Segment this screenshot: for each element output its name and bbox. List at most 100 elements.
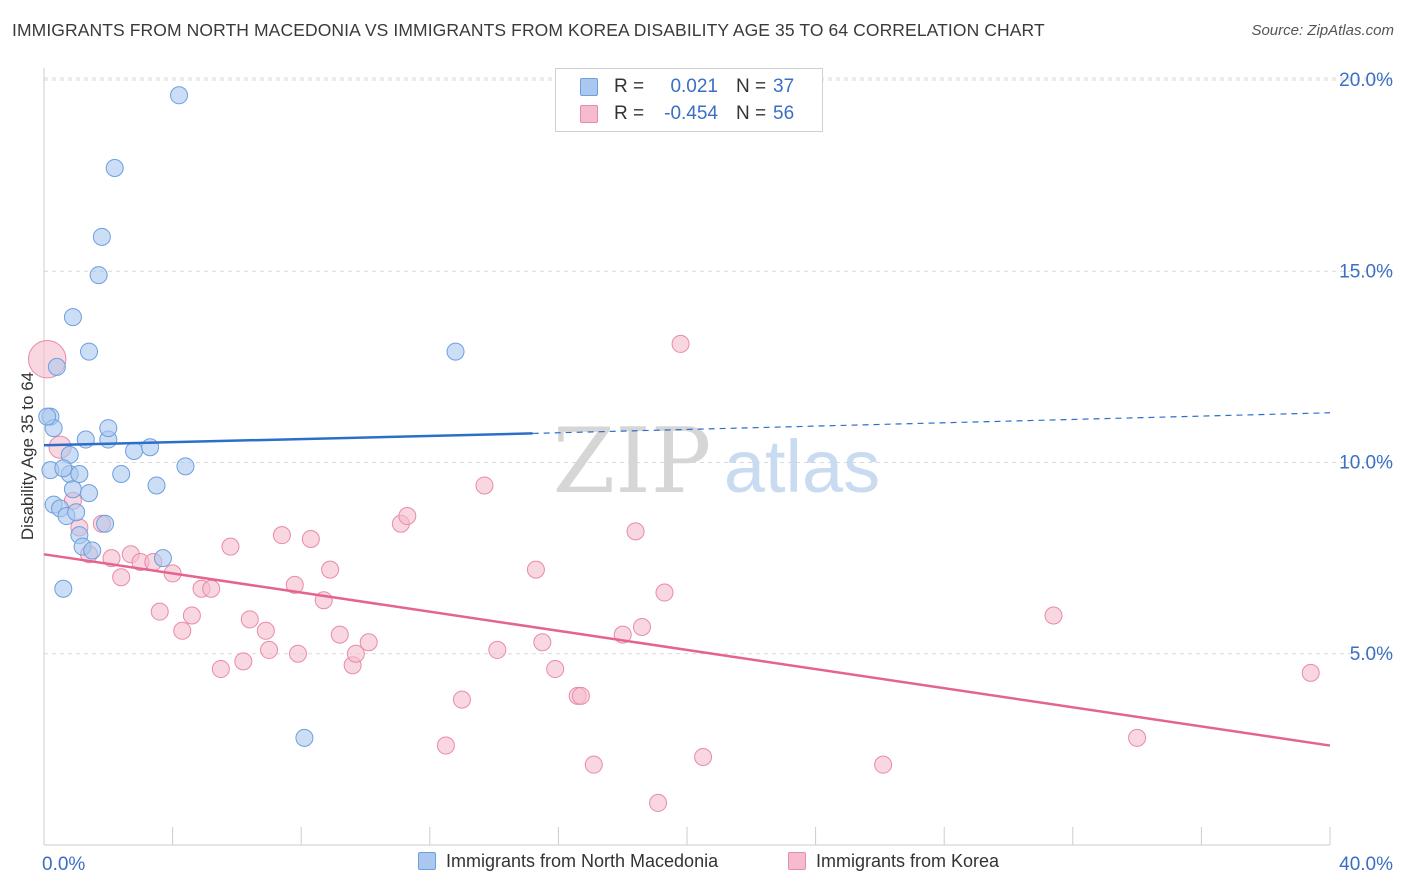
data-point-north-macedonia xyxy=(92,227,111,246)
data-point-korea xyxy=(346,644,365,663)
data-point-north-macedonia xyxy=(147,476,166,495)
data-point-north-macedonia xyxy=(80,484,99,503)
data-point-korea xyxy=(626,522,645,541)
y-tick-label: 15.0% xyxy=(1339,261,1393,282)
data-point-north-macedonia xyxy=(170,86,189,105)
legend-swatch-pink xyxy=(580,105,598,123)
legend-label: Immigrants from Korea xyxy=(816,851,1000,871)
gridlines xyxy=(44,77,1392,655)
data-point-korea xyxy=(102,549,121,568)
legend-n-value: 37 xyxy=(773,76,795,97)
legend-row-korea: R = -0.454 N = 56 xyxy=(556,100,822,128)
data-point-korea xyxy=(452,690,471,709)
data-point-north-macedonia xyxy=(176,457,195,476)
data-point-korea xyxy=(671,334,690,353)
data-point-korea xyxy=(221,537,240,556)
data-point-korea xyxy=(1044,606,1063,625)
legend-n-label: N = xyxy=(736,103,767,124)
data-point-north-macedonia xyxy=(153,549,172,568)
data-point-korea xyxy=(330,625,349,644)
source-label: Source: ZipAtlas.com xyxy=(1251,22,1394,39)
data-point-north-macedonia xyxy=(80,342,99,361)
legend-n-value: 56 xyxy=(773,103,795,124)
data-point-north-macedonia xyxy=(112,464,131,483)
data-point-korea xyxy=(398,507,417,526)
data-point-korea xyxy=(211,660,230,679)
data-point-korea xyxy=(272,526,291,545)
data-point-north-macedonia xyxy=(54,459,73,478)
data-point-korea xyxy=(1128,728,1147,747)
data-point-north-macedonia xyxy=(47,357,66,376)
data-point-north-macedonia xyxy=(89,266,108,285)
data-point-korea xyxy=(526,560,545,579)
legend-r-value: 0.021 xyxy=(670,76,718,97)
data-point-korea xyxy=(285,575,304,594)
watermark-atlas: atlas xyxy=(724,425,880,508)
legend-n-label: N = xyxy=(736,76,767,97)
data-point-north-macedonia xyxy=(99,419,118,438)
legend-swatch-pink xyxy=(788,852,806,870)
trend-line-north-macedonia xyxy=(43,432,533,447)
data-point-korea xyxy=(488,640,507,659)
data-point-korea xyxy=(475,476,494,495)
trend-line-korea xyxy=(43,553,1331,747)
data-point-korea xyxy=(240,610,259,629)
legend-row-north-macedonia: R = 0.021 N = 37 xyxy=(556,73,822,101)
watermark-zip: ZIP xyxy=(553,409,712,514)
data-point-korea xyxy=(256,621,275,640)
series-north-macedonia-points xyxy=(38,86,465,747)
data-point-north-macedonia xyxy=(446,342,465,361)
data-point-korea xyxy=(202,579,221,598)
data-point-korea xyxy=(436,736,455,755)
trend-line-north-macedonia-dashed xyxy=(532,412,1331,435)
legend-r-label: R = xyxy=(614,103,645,124)
data-point-korea xyxy=(234,652,253,671)
data-point-korea xyxy=(649,793,668,812)
data-point-korea xyxy=(182,606,201,625)
data-point-north-macedonia xyxy=(54,579,73,598)
data-point-north-macedonia xyxy=(83,541,102,560)
series-korea-points xyxy=(28,334,1320,812)
legend-r-value: -0.454 xyxy=(664,103,718,124)
y-axis-label: Disability Age 35 to 64 xyxy=(18,371,37,541)
data-point-korea xyxy=(321,560,340,579)
data-point-north-macedonia xyxy=(70,464,89,483)
data-point-korea xyxy=(150,602,169,621)
chart-title: IMMIGRANTS FROM NORTH MACEDONIA VS IMMIG… xyxy=(12,20,1045,40)
legend-label: Immigrants from North Macedonia xyxy=(446,851,719,871)
data-point-korea xyxy=(301,530,320,548)
data-point-korea xyxy=(1301,663,1320,682)
legend-swatch-blue xyxy=(580,78,598,96)
data-point-north-macedonia xyxy=(105,158,124,177)
data-point-north-macedonia xyxy=(67,503,86,522)
data-point-korea xyxy=(546,660,565,679)
legend-r-label: R = xyxy=(614,76,645,97)
legend-item-korea: Immigrants from Korea xyxy=(788,851,999,872)
x-tick-label: 0.0% xyxy=(42,854,85,875)
data-point-north-macedonia xyxy=(125,442,144,461)
y-tick-label: 10.0% xyxy=(1339,453,1393,474)
data-point-korea xyxy=(288,644,307,663)
data-point-north-macedonia xyxy=(96,514,115,533)
data-point-korea xyxy=(112,568,131,587)
data-point-korea xyxy=(655,583,674,602)
data-point-korea xyxy=(571,686,590,705)
data-point-north-macedonia xyxy=(38,407,57,426)
data-point-korea xyxy=(533,633,552,652)
data-point-north-macedonia xyxy=(63,308,82,327)
data-point-korea xyxy=(694,748,713,767)
watermark: ZIP atlas xyxy=(553,409,880,514)
data-point-north-macedonia xyxy=(63,480,82,499)
tick-labels: 5.0% 10.0% 15.0% 20.0% 0.0% 40.0% xyxy=(42,70,1393,875)
legend-item-north-macedonia: Immigrants from North Macedonia xyxy=(418,851,718,872)
x-tick-label: 40.0% xyxy=(1339,854,1393,875)
data-point-north-macedonia xyxy=(141,438,160,457)
data-point-north-macedonia xyxy=(295,728,314,747)
data-point-korea xyxy=(359,633,378,652)
y-tick-label: 5.0% xyxy=(1350,644,1393,665)
stats-legend: R = 0.021 N = 37 R = -0.454 N = 56 xyxy=(555,68,823,132)
data-point-korea xyxy=(632,617,651,636)
trend-lines xyxy=(43,412,1331,747)
data-point-korea xyxy=(260,640,279,659)
